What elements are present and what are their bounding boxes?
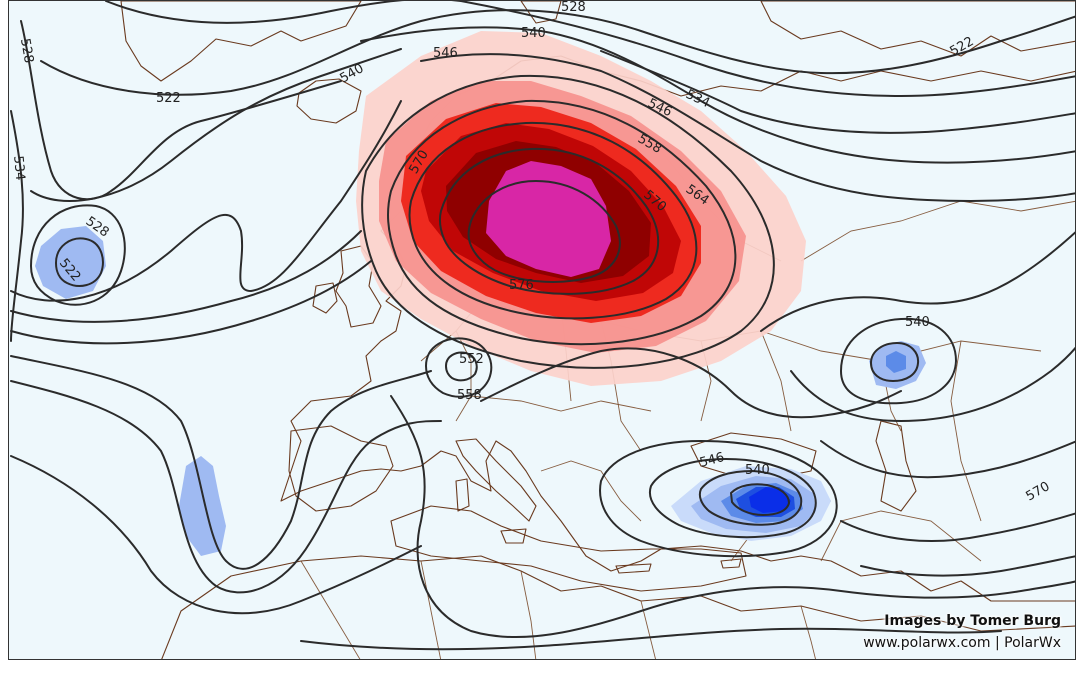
contour-564-high	[408, 121, 698, 320]
contour-540-ne	[360, 26, 1075, 164]
contour-south-1	[300, 627, 1002, 651]
contour-low-inner	[55, 237, 104, 287]
contour-east-4	[840, 512, 1075, 542]
contour-central-2	[480, 347, 902, 419]
contour-trough-2	[10, 380, 442, 594]
cold-atlantic-south	[179, 456, 226, 556]
contour-balkan-core	[730, 483, 790, 516]
contour-label: 528	[17, 37, 36, 64]
land-sardinia	[455, 478, 470, 512]
land-crete	[615, 563, 652, 574]
contour-570-high	[439, 147, 660, 295]
land-italy	[455, 438, 537, 522]
water-black-sea	[690, 432, 817, 480]
contour-label: 534	[10, 155, 27, 181]
land-arctic-islands	[760, 1, 1075, 57]
land-layer	[120, 1, 1075, 659]
land-cyprus	[720, 558, 742, 569]
contour-label: 540	[745, 463, 770, 478]
contour-label: 552	[459, 352, 484, 367]
contour-balkan-inner	[698, 470, 803, 526]
contour-552-high	[361, 74, 775, 369]
contour-low-outer	[30, 204, 126, 306]
land-iceland	[296, 78, 362, 124]
contour-label: 540	[905, 315, 930, 330]
contour-east-2	[790, 346, 1075, 422]
water-caspian	[875, 420, 917, 512]
contour-trough-3	[10, 455, 422, 615]
contour-522-north	[40, 9, 1075, 96]
contour-east-1	[760, 231, 1075, 332]
cold-ural-2	[886, 351, 906, 373]
contour-label: 546	[698, 450, 726, 471]
contour-label: 558	[457, 388, 482, 403]
land-sicily	[500, 528, 527, 544]
land-greenland	[120, 1, 362, 82]
contour-balkan-mid	[648, 458, 817, 539]
cold-anomalies	[35, 226, 926, 556]
contour-528-north	[105, 1, 462, 24]
contour-552-west	[10, 230, 362, 323]
contour-534-west	[10, 110, 24, 342]
contour-east-5	[860, 555, 1075, 577]
contour-546-west	[10, 100, 402, 302]
contour-alps-inner	[445, 351, 478, 382]
cold-balkan-5	[749, 487, 791, 513]
contour-540-west	[30, 48, 402, 202]
land-iberia	[288, 425, 394, 512]
contour-ural-inner	[870, 342, 920, 382]
contour-558-high	[387, 99, 737, 346]
land-eurasia	[280, 55, 1075, 602]
map-frame: 528 540 522 528 522 534 540 546 546 534 …	[8, 0, 1076, 660]
land-north-africa	[161, 555, 1075, 659]
contour-label: 528	[561, 1, 586, 15]
credit-website: www.polarwx.com | PolarWx	[863, 635, 1061, 651]
contour-576-high	[467, 180, 621, 283]
land-ireland	[312, 282, 338, 314]
contour-label: 522	[156, 91, 181, 106]
contour-528-ne	[460, 1, 1075, 97]
cold-atlantic-low	[35, 226, 106, 299]
contour-alps-outer	[425, 337, 493, 398]
water-mediterranean	[390, 505, 747, 592]
contour-central-1	[390, 395, 1075, 639]
contour-label: 546	[433, 46, 458, 61]
contour-label: 540	[521, 26, 546, 41]
contour-label: 576	[509, 278, 534, 293]
height-anomaly-map: 528 540 522 528 522 534 540 546 546 534 …	[9, 1, 1075, 659]
contour-ural-outer	[840, 317, 957, 405]
height-contours	[10, 1, 1075, 651]
contour-558-west	[10, 260, 372, 345]
contour-trough-1	[10, 355, 432, 570]
credit-author: Images by Tomer Burg	[884, 613, 1061, 629]
warm-level-6	[486, 161, 611, 277]
contour-east-3	[820, 440, 1075, 479]
contour-546-ne	[420, 53, 1075, 202]
contour-balkan-outer	[599, 440, 838, 558]
contour-534-ne	[600, 50, 1075, 134]
